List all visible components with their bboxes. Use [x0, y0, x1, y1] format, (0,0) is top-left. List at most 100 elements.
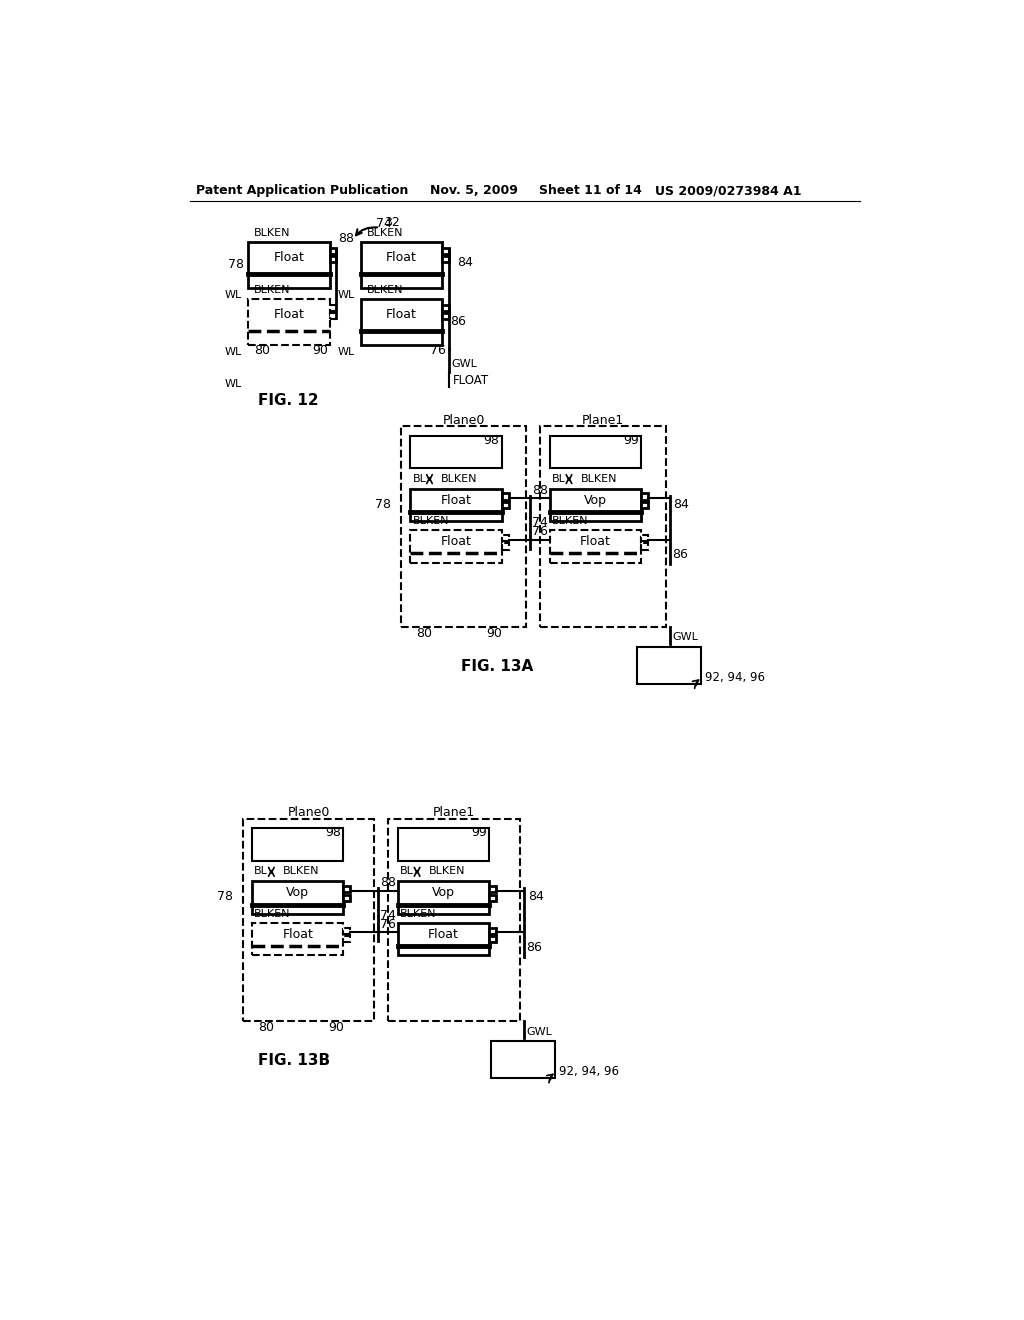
Text: 80: 80 [254, 345, 270, 358]
Text: 98: 98 [483, 434, 500, 446]
Bar [410, 488, 502, 521]
Text: Float: Float [428, 928, 459, 941]
Text: Float: Float [580, 536, 610, 548]
Text: 32: 32 [384, 215, 399, 228]
Text: Float: Float [273, 308, 304, 321]
Text: FLOAT: FLOAT [453, 375, 488, 388]
Bar [248, 298, 330, 345]
Text: BLKEN: BLKEN [254, 909, 291, 919]
Bar [502, 535, 509, 541]
Bar [330, 305, 337, 312]
Bar [641, 544, 648, 549]
Bar [400, 426, 526, 627]
Text: Plane1: Plane1 [582, 413, 625, 426]
Text: GWL: GWL [672, 632, 698, 643]
Text: Float: Float [386, 308, 417, 321]
Bar [360, 298, 442, 345]
Text: 88: 88 [380, 876, 396, 890]
Bar [388, 818, 520, 1020]
Text: BLKEN: BLKEN [552, 516, 589, 527]
Text: Vop: Vop [584, 494, 607, 507]
Bar [252, 882, 343, 913]
Bar [410, 436, 502, 469]
Text: BLKEN: BLKEN [429, 866, 465, 876]
Bar [248, 242, 330, 288]
Bar [397, 923, 489, 956]
Text: 92, 94, 96: 92, 94, 96 [559, 1065, 618, 1078]
Bar [343, 886, 350, 892]
Bar [489, 928, 496, 933]
Bar [502, 494, 509, 499]
Text: WL: WL [225, 379, 242, 389]
Text: 76: 76 [430, 345, 446, 358]
Bar [410, 531, 502, 562]
Text: WL: WL [225, 290, 242, 300]
Bar [360, 242, 442, 288]
Text: GWL: GWL [452, 359, 477, 370]
Text: BLKEN: BLKEN [367, 285, 403, 296]
Text: BL: BL [400, 866, 414, 876]
Text: BLKEN: BLKEN [441, 474, 477, 483]
Text: 92, 94, 96: 92, 94, 96 [705, 671, 765, 684]
Text: 78: 78 [217, 890, 233, 903]
Text: BL: BL [254, 866, 268, 876]
Bar [343, 936, 350, 942]
Bar [550, 531, 641, 562]
Text: 99: 99 [623, 434, 639, 446]
Text: BLKEN: BLKEN [283, 866, 319, 876]
Bar [550, 488, 641, 521]
Text: BL: BL [552, 474, 566, 483]
Bar [641, 535, 648, 541]
Text: Float: Float [440, 536, 471, 548]
Text: 90: 90 [328, 1022, 344, 1035]
Bar [492, 1040, 555, 1077]
Text: BLKEN: BLKEN [254, 285, 291, 296]
Bar [252, 829, 343, 861]
Bar [442, 248, 449, 253]
Text: 99: 99 [471, 826, 486, 840]
Bar [442, 305, 449, 312]
Text: 74: 74 [380, 908, 395, 921]
Text: 76: 76 [380, 917, 395, 931]
Text: Vop: Vop [432, 887, 455, 899]
Bar [397, 882, 489, 913]
Text: Vop: Vop [287, 887, 309, 899]
Bar [397, 829, 489, 861]
Text: Nov. 5, 2009: Nov. 5, 2009 [430, 185, 518, 197]
Bar [330, 256, 337, 263]
Bar [442, 313, 449, 319]
Text: BLKEN: BLKEN [254, 228, 291, 239]
Text: 78: 78 [228, 259, 245, 271]
Bar [330, 248, 337, 253]
Text: BLKEN: BLKEN [413, 516, 449, 527]
Text: 74: 74 [531, 516, 548, 529]
Text: 88: 88 [338, 232, 354, 246]
Bar [489, 886, 496, 892]
Text: 88: 88 [531, 483, 548, 496]
Bar [343, 928, 350, 933]
Text: Plane0: Plane0 [288, 807, 330, 820]
Text: 84: 84 [458, 256, 473, 269]
Text: BL: BL [413, 474, 426, 483]
Text: 90: 90 [312, 345, 329, 358]
Text: Float: Float [386, 251, 417, 264]
Bar [252, 923, 343, 956]
Text: WL: WL [225, 347, 242, 356]
Text: 76: 76 [531, 525, 548, 539]
Text: 98: 98 [326, 826, 341, 840]
Text: 86: 86 [451, 315, 466, 329]
Text: 80: 80 [417, 627, 432, 640]
Text: BLKEN: BLKEN [367, 228, 403, 239]
Bar [641, 502, 648, 508]
Bar [637, 647, 700, 684]
Text: GWL: GWL [526, 1027, 552, 1036]
Text: FIG. 13B: FIG. 13B [258, 1053, 331, 1068]
Text: FIG. 12: FIG. 12 [258, 393, 318, 408]
Text: 80: 80 [258, 1022, 274, 1035]
Text: WL: WL [337, 290, 354, 300]
Text: BLKEN: BLKEN [400, 909, 436, 919]
Text: 78: 78 [376, 498, 391, 511]
Bar [550, 436, 641, 469]
Bar [502, 502, 509, 508]
Text: 90: 90 [486, 627, 502, 640]
